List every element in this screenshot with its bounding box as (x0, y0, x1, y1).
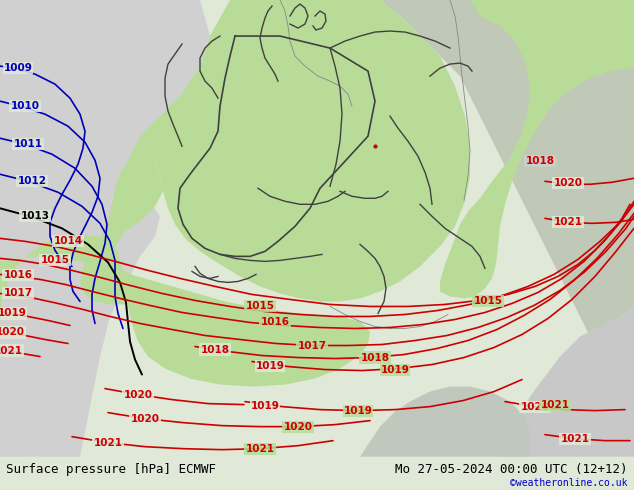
Text: Mo 27-05-2024 00:00 UTC (12+12): Mo 27-05-2024 00:00 UTC (12+12) (395, 463, 628, 476)
Text: 1021: 1021 (560, 434, 590, 443)
Text: 1020: 1020 (131, 414, 160, 424)
Polygon shape (130, 0, 470, 301)
Polygon shape (360, 387, 530, 457)
Polygon shape (380, 0, 634, 457)
Text: 1015: 1015 (245, 301, 275, 312)
Text: 1020: 1020 (283, 421, 313, 432)
Text: 1021: 1021 (0, 345, 22, 356)
Text: 1018: 1018 (200, 344, 230, 355)
Text: 1020: 1020 (124, 390, 153, 399)
Text: 1015: 1015 (474, 296, 503, 306)
Text: 1017: 1017 (3, 289, 32, 298)
Polygon shape (0, 0, 210, 256)
Text: 1017: 1017 (297, 341, 327, 350)
Text: 1020: 1020 (0, 327, 25, 338)
Polygon shape (500, 306, 634, 457)
Polygon shape (0, 234, 370, 457)
Text: 1012: 1012 (18, 176, 46, 186)
Polygon shape (80, 151, 165, 304)
Text: 1014: 1014 (53, 236, 82, 246)
Text: Surface pressure [hPa] ECMWF: Surface pressure [hPa] ECMWF (6, 463, 216, 476)
Text: 1021: 1021 (541, 400, 569, 410)
Text: 1020: 1020 (521, 402, 550, 412)
Text: 1019: 1019 (380, 365, 410, 374)
Text: 1018: 1018 (526, 156, 555, 166)
Text: 1019: 1019 (256, 361, 285, 370)
Text: 1016: 1016 (4, 270, 32, 280)
Polygon shape (0, 0, 130, 256)
Text: 1010: 1010 (11, 101, 39, 111)
Text: 1021: 1021 (245, 443, 275, 454)
Text: 1016: 1016 (261, 318, 290, 327)
Text: ©weatheronline.co.uk: ©weatheronline.co.uk (510, 478, 628, 489)
Text: 1015: 1015 (41, 255, 70, 266)
Text: 1021: 1021 (93, 438, 122, 448)
Polygon shape (440, 0, 634, 298)
Text: 1019: 1019 (344, 406, 372, 416)
Text: 1019: 1019 (0, 309, 27, 318)
Text: 1021: 1021 (553, 218, 583, 227)
Polygon shape (0, 0, 160, 457)
Text: 1019: 1019 (250, 401, 280, 411)
Polygon shape (480, 0, 634, 236)
Text: 1018: 1018 (361, 352, 389, 363)
Text: 1011: 1011 (13, 139, 42, 149)
Text: 1009: 1009 (4, 63, 32, 73)
Text: 1020: 1020 (553, 178, 583, 188)
Text: 1013: 1013 (20, 211, 49, 221)
